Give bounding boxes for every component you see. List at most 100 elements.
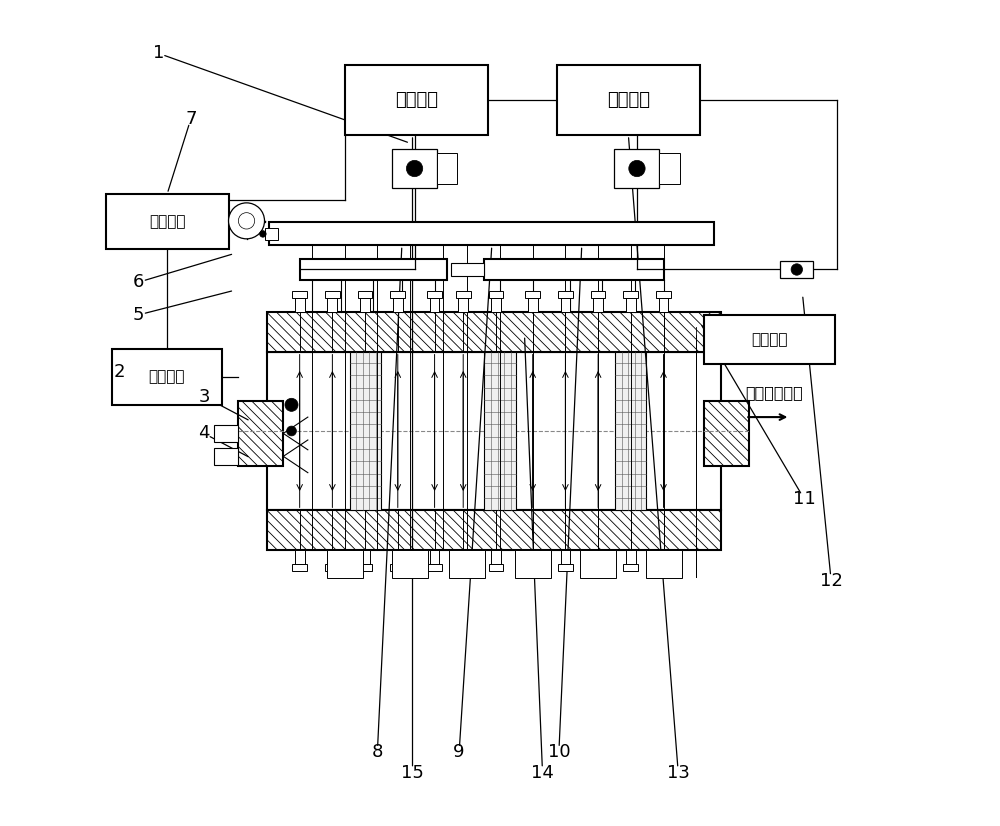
Bar (489, 292, 503, 297)
Bar (580, 549, 616, 578)
Bar (659, 297, 668, 312)
Bar (458, 549, 468, 564)
Bar (615, 352, 646, 510)
Bar (704, 315, 835, 364)
Text: 12: 12 (820, 572, 843, 590)
Text: 8: 8 (372, 743, 383, 762)
Bar (295, 297, 305, 312)
Bar (456, 292, 471, 297)
Circle shape (629, 160, 645, 177)
Bar (451, 263, 484, 276)
Bar (427, 292, 442, 297)
Text: 13: 13 (667, 764, 690, 781)
Bar (489, 564, 503, 571)
Bar (437, 153, 457, 184)
Bar (267, 352, 721, 510)
Bar (300, 259, 447, 280)
Bar (528, 297, 538, 312)
Bar (656, 292, 671, 297)
Circle shape (287, 426, 296, 436)
Bar (214, 425, 238, 442)
Bar (350, 352, 381, 510)
Bar (392, 549, 428, 578)
Bar (292, 292, 307, 297)
Text: 2: 2 (114, 363, 126, 381)
Bar (491, 297, 501, 312)
Bar (561, 297, 570, 312)
Bar (515, 549, 551, 578)
Bar (558, 564, 573, 571)
Text: 14: 14 (531, 764, 554, 781)
Bar (704, 401, 749, 466)
Bar (456, 564, 471, 571)
Bar (295, 549, 305, 564)
Bar (393, 297, 403, 312)
Bar (267, 510, 721, 549)
Bar (626, 549, 636, 564)
Text: 戊烷储备: 戊烷储备 (607, 91, 650, 109)
Bar (626, 297, 636, 312)
Bar (292, 564, 307, 571)
Text: 3: 3 (198, 387, 210, 406)
Bar (360, 297, 370, 312)
Bar (265, 228, 278, 240)
Circle shape (229, 203, 265, 239)
Text: 10: 10 (548, 743, 570, 762)
Bar (484, 259, 664, 280)
Bar (325, 564, 340, 571)
Bar (623, 292, 638, 297)
Circle shape (791, 263, 803, 275)
Circle shape (238, 212, 255, 229)
Text: 15: 15 (401, 764, 424, 781)
Text: 11: 11 (793, 490, 816, 508)
Bar (269, 222, 714, 245)
Bar (558, 292, 573, 297)
Bar (614, 149, 659, 188)
Bar (656, 564, 671, 571)
Bar (427, 564, 442, 571)
Bar (557, 65, 700, 135)
Bar (593, 297, 603, 312)
Bar (591, 292, 605, 297)
Text: 废气流动方向: 废气流动方向 (745, 385, 803, 400)
Bar (659, 153, 680, 184)
Bar (561, 549, 570, 564)
Bar (528, 549, 538, 564)
Bar (525, 564, 540, 571)
Text: 6: 6 (133, 273, 144, 292)
Bar (325, 292, 340, 297)
Text: 7: 7 (185, 110, 197, 128)
Bar (327, 549, 337, 564)
Circle shape (406, 160, 423, 177)
Bar (449, 549, 485, 578)
Text: 氧气储备: 氧气储备 (149, 214, 185, 229)
Bar (360, 549, 370, 564)
Bar (430, 297, 439, 312)
Bar (267, 312, 721, 352)
Text: 乙醇储备: 乙醇储备 (395, 91, 438, 109)
Circle shape (260, 230, 266, 237)
Bar (327, 297, 337, 312)
Text: 压力单元: 压力单元 (149, 369, 185, 385)
Bar (106, 194, 229, 249)
Bar (623, 564, 638, 571)
Bar (358, 292, 372, 297)
Circle shape (285, 398, 298, 411)
Text: 温度单元: 温度单元 (752, 332, 788, 347)
Bar (393, 549, 403, 564)
Bar (491, 549, 501, 564)
Text: 9: 9 (453, 743, 465, 762)
Bar (646, 549, 682, 578)
Bar (458, 297, 468, 312)
Bar (593, 549, 603, 564)
Bar (659, 549, 668, 564)
Bar (390, 292, 405, 297)
Bar (392, 149, 437, 188)
Bar (345, 65, 488, 135)
Text: 5: 5 (133, 306, 144, 324)
Bar (525, 292, 540, 297)
Bar (327, 549, 363, 578)
Bar (430, 549, 439, 564)
Bar (390, 564, 405, 571)
Bar (238, 401, 283, 466)
